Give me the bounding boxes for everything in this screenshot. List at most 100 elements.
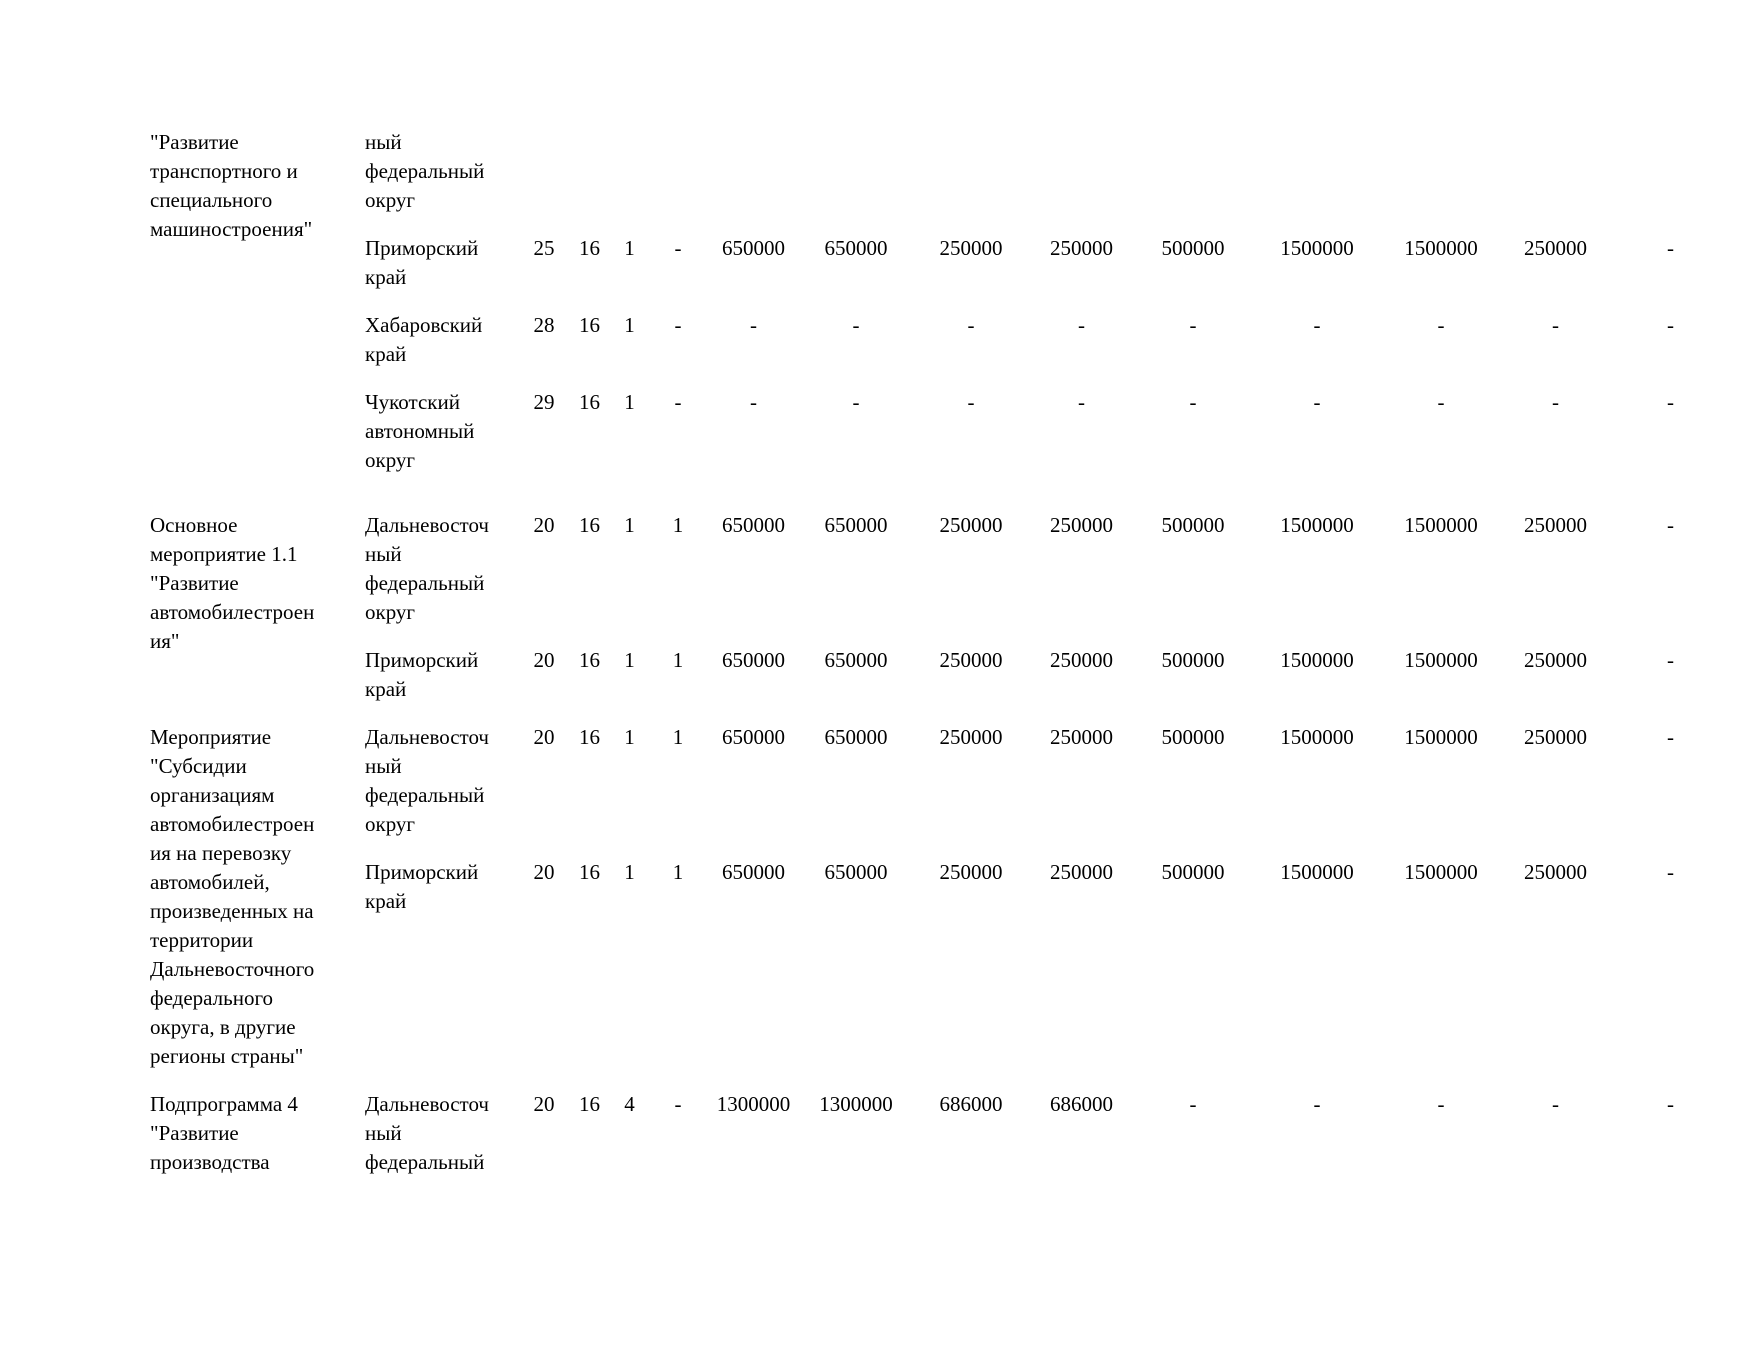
value-cell: - <box>1667 236 1674 260</box>
value-cell: - <box>1437 390 1445 414</box>
value-cell: 25 <box>533 236 555 260</box>
value-cell: - <box>750 390 757 414</box>
value-cell: 1 <box>672 513 684 537</box>
value-cell: 1 <box>624 725 635 749</box>
value-cell: - <box>1313 390 1321 414</box>
value-cell: - <box>1667 390 1674 414</box>
value-cell: 500000 <box>1161 725 1225 749</box>
value-cell: - <box>674 313 682 337</box>
region-cell: Приморский край <box>365 236 479 289</box>
value-cell: 20 <box>533 860 555 884</box>
value-cell: 1500000 <box>1280 725 1354 749</box>
value-cell: 1 <box>624 236 635 260</box>
value-cell: 4 <box>624 1092 635 1116</box>
value-cell: 16 <box>579 236 600 260</box>
program-title-cell: "Развитие транспортного и специального м… <box>150 130 313 241</box>
value-cell: 686000 <box>1050 1092 1113 1116</box>
value-cell: - <box>852 313 860 337</box>
value-cell: 250000 <box>939 725 1003 749</box>
value-cell: 650000 <box>722 725 785 749</box>
value-cell: - <box>1552 313 1559 337</box>
value-cell: 29 <box>533 390 555 414</box>
table-row: Приморский край 25 16 1 - 650000 650000 … <box>150 234 1730 311</box>
region-cell: Чукотский автономный округ <box>365 390 475 472</box>
value-cell: 16 <box>579 313 600 337</box>
table-row: Основное мероприятие 1.1 "Развитие автом… <box>150 511 1730 653</box>
value-cell: 250000 <box>1524 725 1587 749</box>
value-cell: 1500000 <box>1404 725 1478 749</box>
value-cell: 1300000 <box>819 1092 893 1116</box>
value-cell: 1500000 <box>1404 648 1478 672</box>
value-cell: - <box>1078 313 1085 337</box>
value-cell: - <box>1667 648 1674 672</box>
table-row: Хабаровский край 28 16 1 - - - - - - - -… <box>150 311 1730 388</box>
value-cell: - <box>967 313 975 337</box>
table-row: Подпрограмма 4 "Развитие производства Да… <box>150 1090 1730 1177</box>
value-cell: 1 <box>672 648 684 672</box>
value-cell: 500000 <box>1161 648 1225 672</box>
value-cell: 250000 <box>1050 725 1113 749</box>
value-cell: 1 <box>624 513 635 537</box>
value-cell: 1500000 <box>1404 236 1478 260</box>
value-cell <box>1500 128 1611 234</box>
value-cell <box>1252 128 1382 234</box>
value-cell: 250000 <box>1050 513 1113 537</box>
value-cell: - <box>1667 313 1674 337</box>
budget-table: "Развитие транспортного и специального м… <box>150 128 1730 1177</box>
value-cell <box>1382 128 1500 234</box>
value-cell: - <box>1552 1092 1559 1116</box>
region-cell: Хабаровский край <box>365 313 483 366</box>
value-cell: 650000 <box>722 648 785 672</box>
value-cell: - <box>674 1092 682 1116</box>
value-cell: 1 <box>672 860 684 884</box>
value-cell: - <box>674 390 682 414</box>
value-cell: 16 <box>579 390 600 414</box>
value-cell: - <box>1313 1092 1321 1116</box>
value-cell: - <box>1313 313 1321 337</box>
value-cell: 250000 <box>1524 236 1587 260</box>
value-cell: - <box>1667 725 1674 749</box>
value-cell: 1300000 <box>716 1092 791 1116</box>
value-cell: - <box>1189 1092 1197 1116</box>
value-cell: 1500000 <box>1280 513 1354 537</box>
value-cell: 16 <box>579 860 600 884</box>
value-cell: 500000 <box>1161 513 1225 537</box>
region-cell: Дальневосточ ный федеральный округ <box>365 513 489 624</box>
value-cell: 650000 <box>824 860 888 884</box>
table-row: Приморский край 20 16 1 1 650000 650000 … <box>150 858 1730 1090</box>
table-row: "Развитие транспортного и специального м… <box>150 128 1730 241</box>
value-cell: 686000 <box>939 1092 1003 1116</box>
value-cell: - <box>1667 860 1674 884</box>
value-cell: 1500000 <box>1404 513 1478 537</box>
value-cell <box>799 128 913 234</box>
value-cell: 1 <box>624 860 635 884</box>
value-cell: 1500000 <box>1280 236 1354 260</box>
value-cell: - <box>750 313 757 337</box>
value-cell: 650000 <box>722 860 785 884</box>
value-cell: 1 <box>672 725 684 749</box>
value-cell: 1 <box>624 390 635 414</box>
document-page: "Развитие транспортного и специального м… <box>0 128 1754 1368</box>
value-cell: 1500000 <box>1280 860 1354 884</box>
value-cell: 250000 <box>1050 860 1113 884</box>
value-cell: 500000 <box>1161 860 1225 884</box>
value-cell: 250000 <box>939 513 1003 537</box>
value-cell: 20 <box>533 1092 555 1116</box>
value-cell <box>1029 128 1134 234</box>
value-cell: 650000 <box>722 513 785 537</box>
value-cell: 250000 <box>939 236 1003 260</box>
value-cell <box>520 128 568 234</box>
value-cell: 650000 <box>722 236 785 260</box>
value-cell <box>648 128 708 234</box>
value-cell: 20 <box>533 725 555 749</box>
region-cell: Приморский край <box>365 648 479 701</box>
value-cell: 500000 <box>1161 236 1225 260</box>
value-cell <box>1134 128 1252 234</box>
value-cell: - <box>1189 313 1197 337</box>
value-cell: 650000 <box>824 513 888 537</box>
value-cell: - <box>1078 390 1085 414</box>
value-cell: 250000 <box>1050 648 1113 672</box>
value-cell: 250000 <box>1050 236 1113 260</box>
value-cell: 250000 <box>1524 648 1587 672</box>
page: { "page": { "background": "#ffffff", "te… <box>0 128 1754 1368</box>
